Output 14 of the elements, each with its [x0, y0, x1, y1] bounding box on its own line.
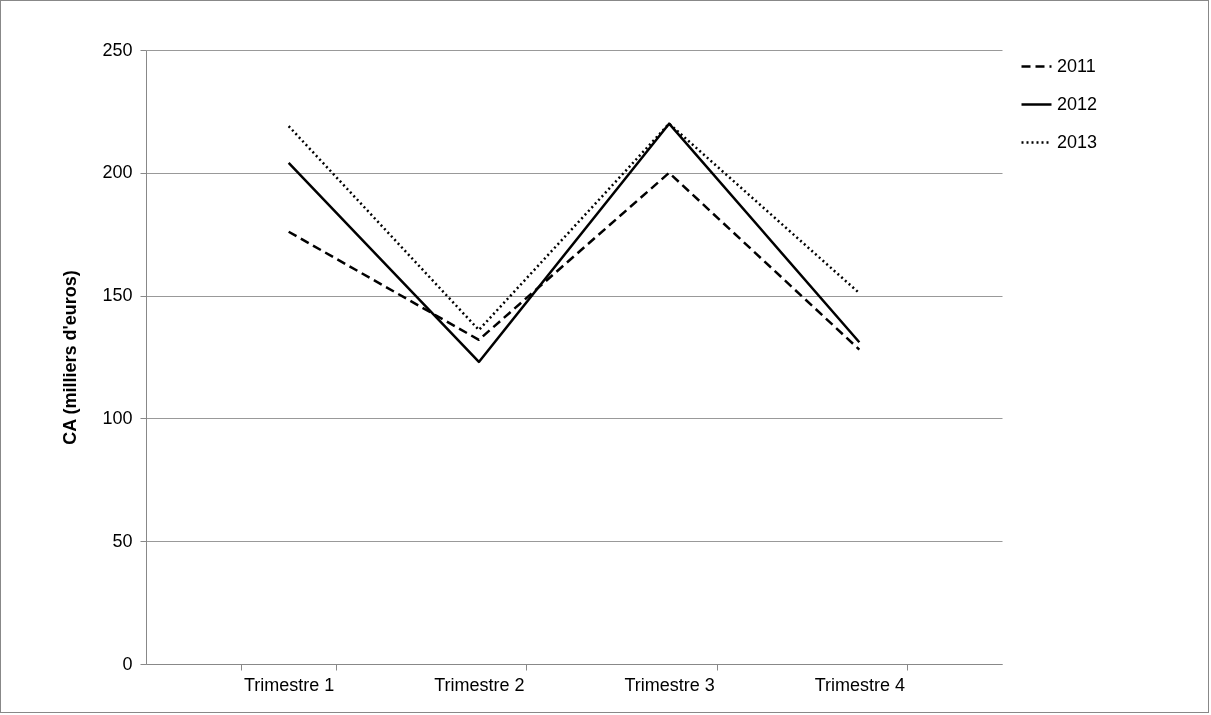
x-tick-label: Trimestre 2 [434, 674, 525, 695]
legend-label: 2011 [1057, 55, 1096, 76]
x-tick-label: Trimestre 1 [243, 674, 335, 695]
legend-label: 2013 [1057, 131, 1098, 152]
y-axis-title: CA (milliers d'euros) [60, 270, 81, 445]
x-tick-label: Trimestre 4 [814, 674, 906, 695]
y-tick-label: 150 [102, 285, 133, 306]
x-tick-label: Trimestre 3 [624, 674, 715, 695]
y-tick-label: 250 [102, 39, 133, 60]
y-tick-label: 200 [102, 162, 133, 183]
y-tick-label: 100 [102, 407, 133, 428]
y-tick-label: 0 [122, 653, 133, 674]
y-tick-label: 50 [112, 530, 133, 551]
legend-label: 2012 [1057, 93, 1098, 114]
